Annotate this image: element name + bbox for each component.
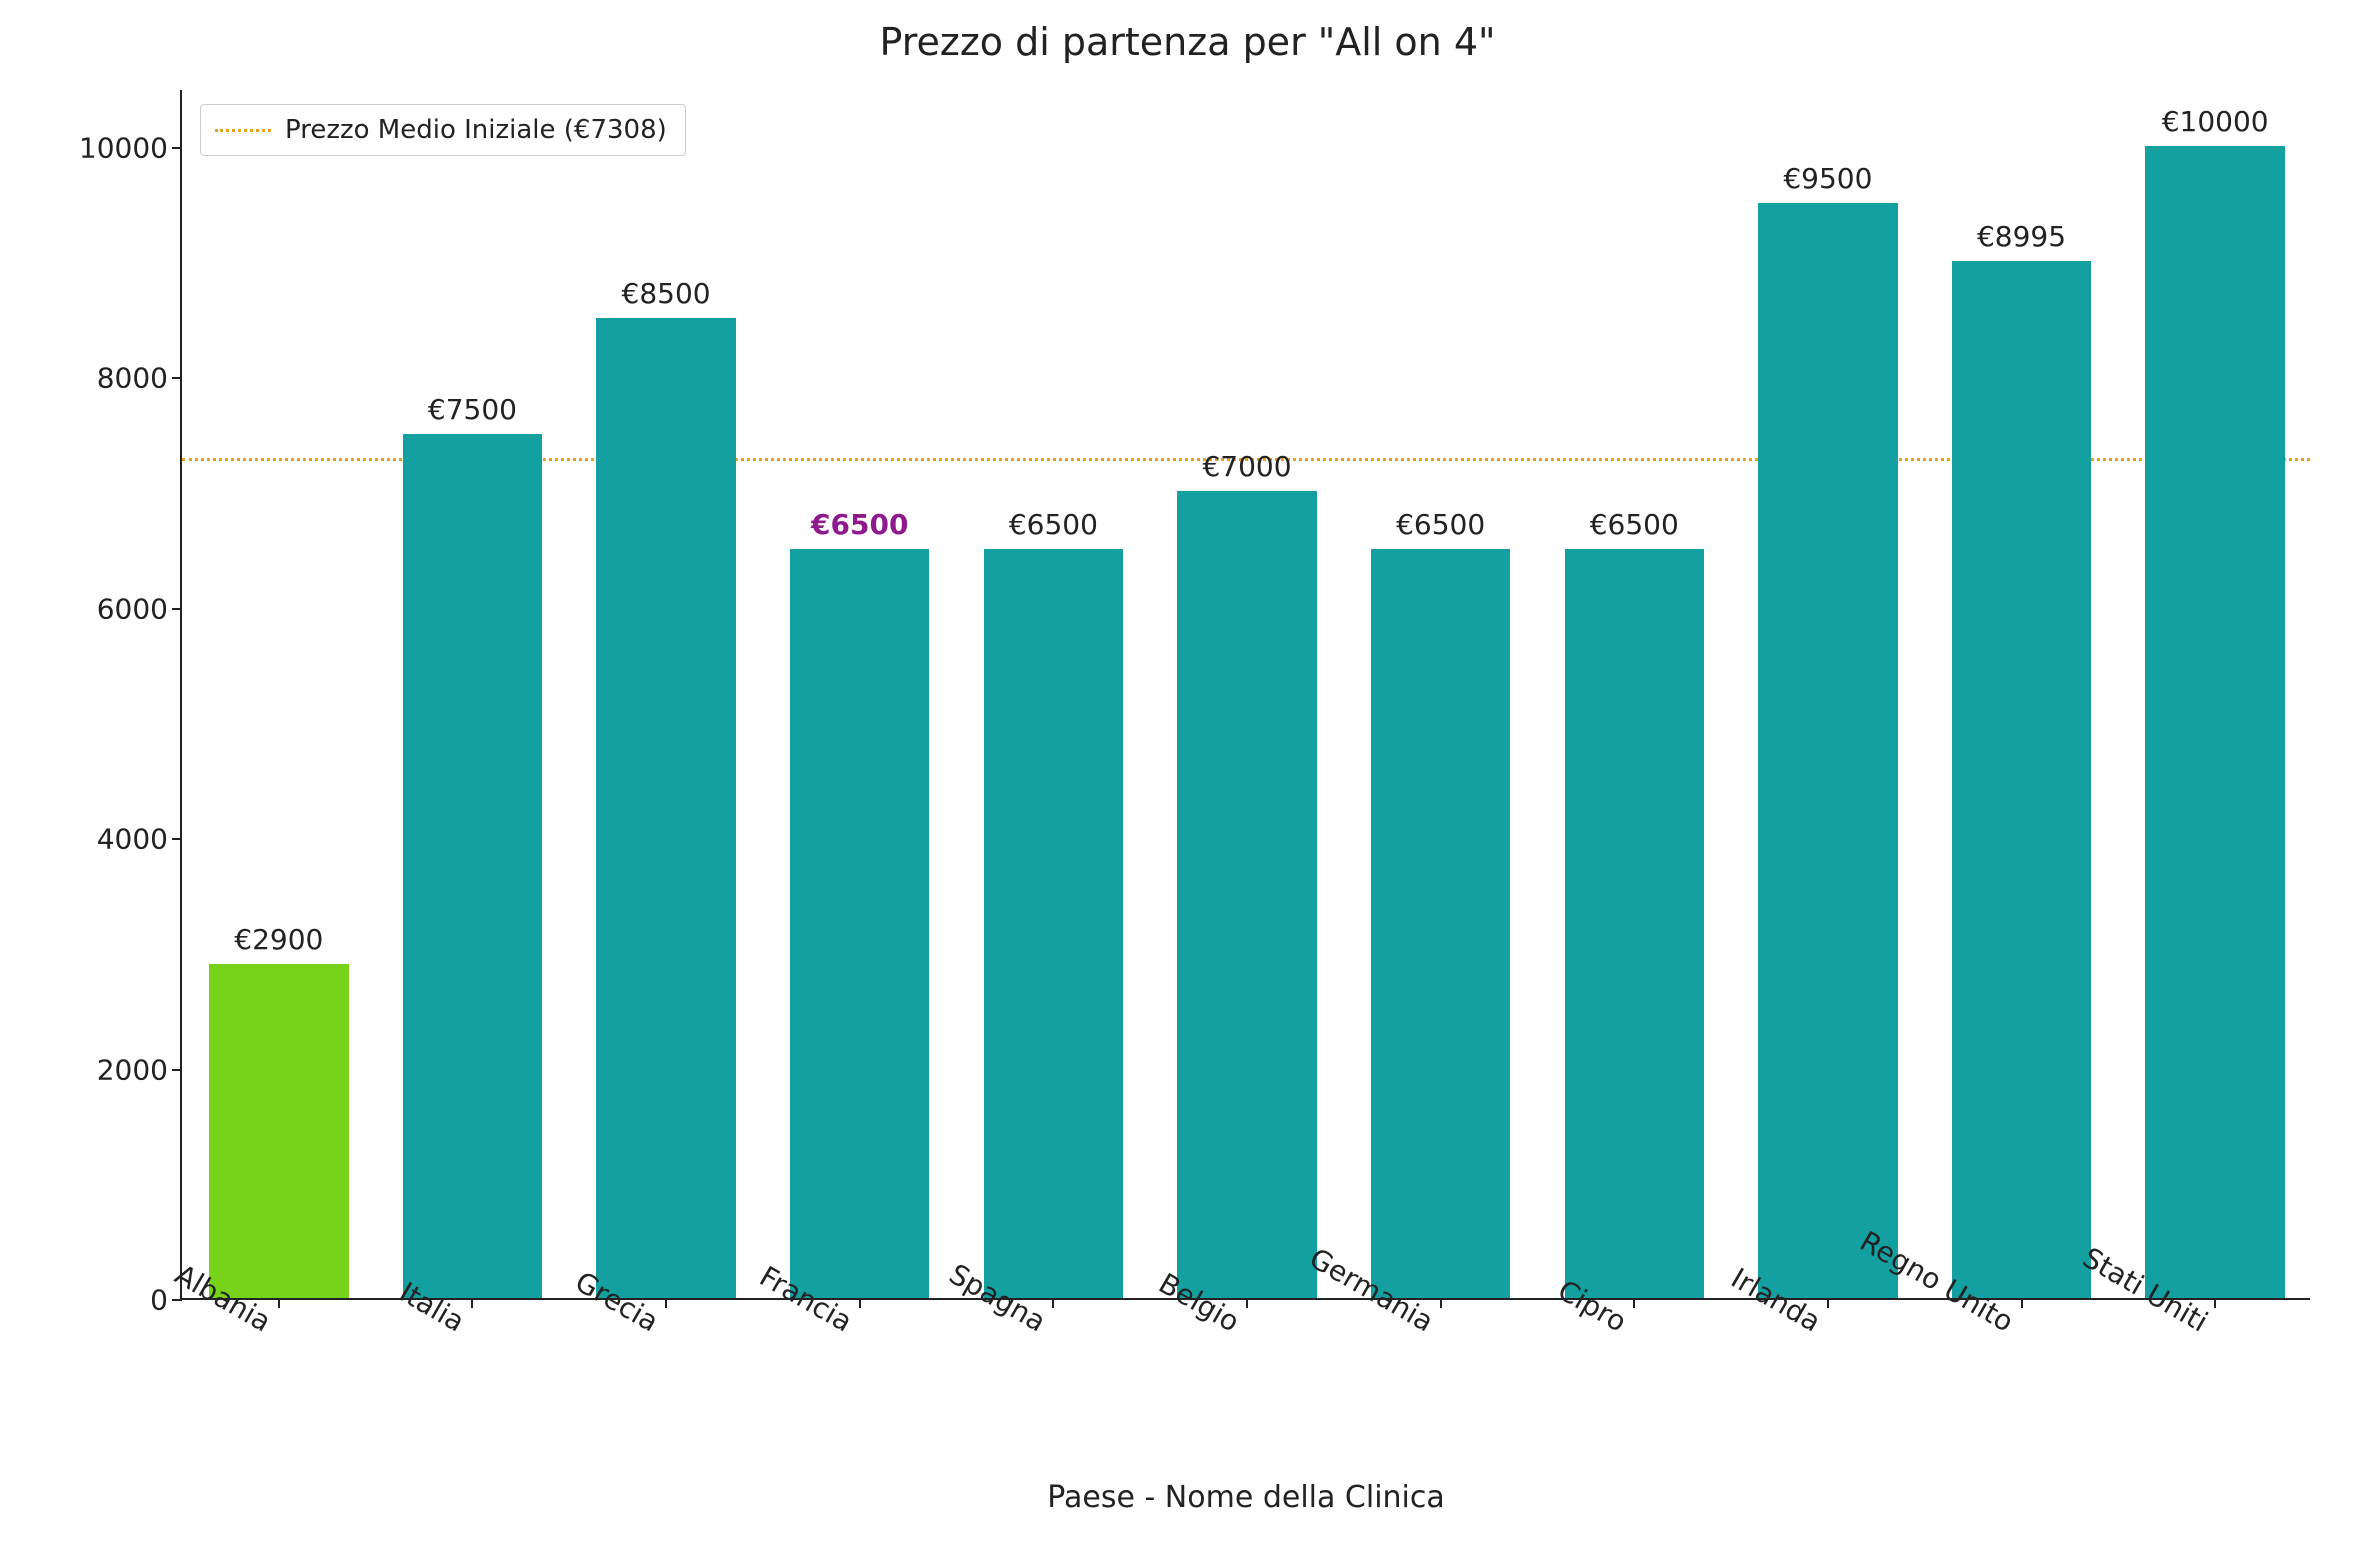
xtick-mark	[1827, 1298, 1829, 1308]
plot-area: Prezzo Medio Iniziale (€7308) 0200040006…	[180, 90, 2310, 1300]
bar	[209, 964, 348, 1298]
xtick-mark	[278, 1298, 280, 1308]
ytick-mark	[172, 1299, 182, 1301]
ytick-mark	[172, 377, 182, 379]
bar-value-label: €8995	[1977, 220, 2066, 253]
ytick-label: 10000	[79, 131, 182, 164]
bar	[403, 434, 542, 1298]
ytick-mark	[172, 608, 182, 610]
bar-value-label: €6500	[1590, 508, 1679, 541]
ytick-label: 6000	[97, 592, 182, 625]
bar-value-label: €8500	[622, 277, 711, 310]
legend: Prezzo Medio Iniziale (€7308)	[200, 104, 686, 156]
ytick-label: 4000	[97, 823, 182, 856]
bar-value-label: €10000	[2162, 105, 2269, 138]
bar	[596, 318, 735, 1298]
bar	[1758, 203, 1897, 1298]
xtick-mark	[2021, 1298, 2023, 1308]
bar-value-label: €9500	[1783, 162, 1872, 195]
legend-label: Prezzo Medio Iniziale (€7308)	[285, 115, 667, 145]
bar-value-label: €6500	[1396, 508, 1485, 541]
xtick-mark	[1440, 1298, 1442, 1308]
bar-value-label: €7000	[1202, 450, 1291, 483]
chart-container: Prezzo di partenza per "All on 4" Prezzo…	[0, 0, 2375, 1549]
legend-swatch	[215, 129, 271, 132]
bar	[1371, 549, 1510, 1298]
ytick-mark	[172, 1069, 182, 1071]
ytick-mark	[172, 838, 182, 840]
bar-value-label: €6500	[1009, 508, 1098, 541]
xtick-mark	[1052, 1298, 1054, 1308]
bar	[1952, 261, 2091, 1298]
xtick-mark	[1633, 1298, 1635, 1308]
xtick-mark	[859, 1298, 861, 1308]
bar	[984, 549, 1123, 1298]
bar-value-label: €6500	[811, 508, 908, 541]
xtick-mark	[1246, 1298, 1248, 1308]
xtick-mark	[471, 1298, 473, 1308]
xtick-mark	[665, 1298, 667, 1308]
bar	[790, 549, 929, 1298]
chart-title: Prezzo di partenza per "All on 4"	[0, 20, 2375, 64]
bar	[1565, 549, 1704, 1298]
bar-value-label: €2900	[234, 923, 323, 956]
xtick-mark	[2214, 1298, 2216, 1308]
ytick-mark	[172, 147, 182, 149]
ytick-label: 8000	[97, 362, 182, 395]
bar	[2145, 146, 2284, 1298]
x-axis-label: Paese - Nome della Clinica	[1047, 1480, 1445, 1515]
bar	[1177, 491, 1316, 1298]
bar-value-label: €7500	[428, 393, 517, 426]
ytick-label: 2000	[97, 1053, 182, 1086]
